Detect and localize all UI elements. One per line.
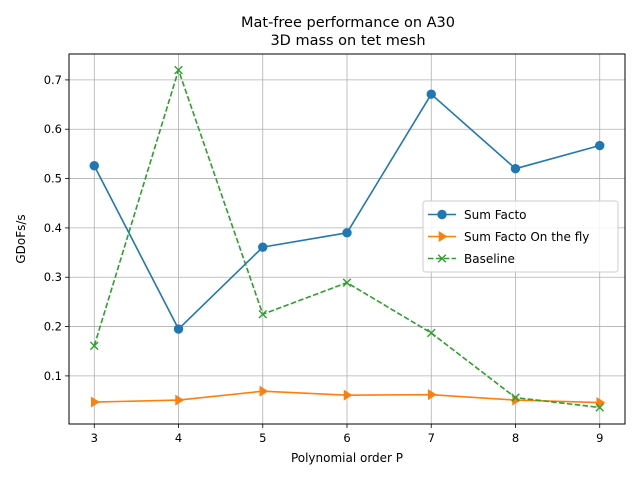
legend-item: Sum Facto	[428, 208, 527, 222]
x-tick-label: 7	[428, 431, 435, 445]
legend-item: Baseline	[428, 252, 515, 266]
data-point	[89, 341, 99, 351]
y-tick-label: 0.5	[44, 172, 62, 186]
y-tick-label: 0.7	[44, 73, 62, 87]
data-point	[427, 389, 437, 401]
data-point	[259, 385, 269, 397]
data-point	[510, 164, 521, 174]
y-axis-ticks: 0.1 0.2 0.3 0.4 0.5 0.6 0.7	[44, 73, 69, 383]
data-point	[342, 278, 352, 287]
x-axis-ticks: 3 4 5 6 7 8 9	[91, 424, 603, 445]
y-tick-label: 0.1	[44, 369, 62, 383]
data-point	[343, 389, 353, 401]
y-axis-label: GDoFs/s	[14, 214, 28, 263]
data-point	[596, 397, 606, 409]
y-tick-label: 0.4	[44, 221, 62, 235]
data-point	[258, 242, 268, 252]
data-point	[342, 228, 352, 238]
x-tick-label: 6	[343, 431, 350, 445]
data-point	[175, 394, 185, 406]
x-axis-label: Polynomial order P	[291, 451, 403, 465]
data-point	[595, 140, 605, 151]
data-point	[258, 309, 268, 319]
series-1	[89, 89, 605, 334]
legend-label: Sum Facto	[464, 208, 527, 222]
data-point	[595, 403, 605, 412]
x-tick-label: 4	[175, 431, 182, 445]
x-tick-label: 9	[596, 431, 603, 445]
x-tick-label: 5	[259, 431, 266, 445]
y-tick-label: 0.6	[44, 122, 62, 136]
data-point	[426, 89, 436, 99]
data-point	[173, 324, 184, 334]
legend: Sum Facto Sum Facto On the fly Baseline	[422, 200, 619, 273]
series-group	[89, 65, 606, 412]
legend-item: Sum Facto On the fly	[428, 230, 589, 244]
chart-title: Mat-free performance on A30	[241, 15, 455, 31]
legend-box	[422, 200, 619, 273]
legend-label: Baseline	[464, 252, 515, 266]
y-tick-label: 0.3	[44, 270, 62, 284]
data-point	[91, 396, 100, 408]
series-3	[89, 65, 605, 412]
data-point	[511, 393, 520, 402]
legend-label: Sum Facto On the fly	[464, 230, 589, 244]
legend-marker	[437, 254, 447, 263]
legend-marker	[438, 230, 448, 243]
chart-subtitle: 3D mass on tet mesh	[270, 33, 425, 49]
data-point	[89, 161, 99, 171]
x-tick-label: 8	[512, 431, 519, 445]
data-point	[426, 328, 436, 338]
legend-marker	[437, 209, 447, 220]
y-tick-label: 0.2	[44, 320, 62, 334]
data-point	[174, 65, 183, 75]
x-tick-label: 3	[91, 431, 98, 445]
